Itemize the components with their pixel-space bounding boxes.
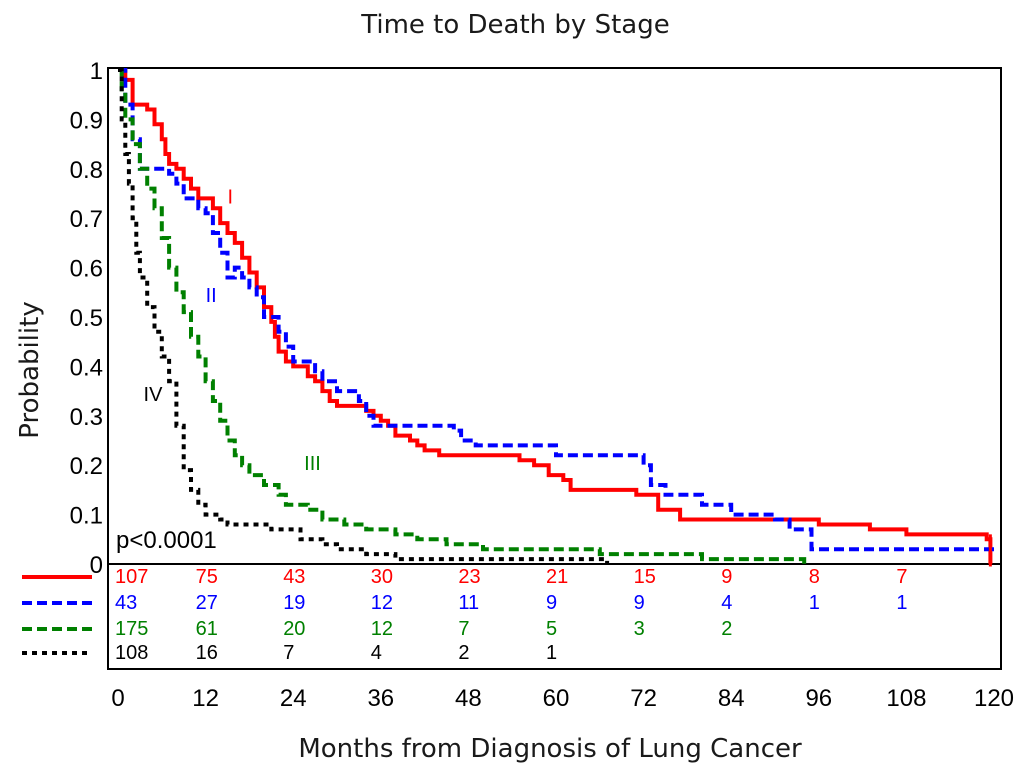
risk-count: 9 bbox=[721, 566, 732, 588]
y-tick-label: 0.3 bbox=[70, 404, 103, 431]
x-tick-label: 120 bbox=[974, 685, 1014, 712]
risk-count: 4 bbox=[371, 642, 382, 664]
risk-count: 12 bbox=[371, 592, 393, 614]
risk-count: 23 bbox=[458, 566, 480, 588]
risk-count: 5 bbox=[546, 618, 557, 640]
risk-count: 27 bbox=[196, 592, 218, 614]
risk-count: 7 bbox=[458, 618, 469, 640]
curve-label: I bbox=[228, 186, 234, 208]
risk-count: 1 bbox=[896, 592, 907, 614]
x-tick-label: 84 bbox=[718, 685, 745, 712]
risk-count: 3 bbox=[634, 618, 645, 640]
risk-count: 43 bbox=[115, 592, 137, 614]
risk-count: 61 bbox=[196, 618, 218, 640]
risk-count: 21 bbox=[546, 566, 568, 588]
risk-count: 75 bbox=[196, 566, 218, 588]
x-tick-label: 24 bbox=[280, 685, 307, 712]
risk-count: 12 bbox=[371, 618, 393, 640]
risk-count: 7 bbox=[283, 642, 294, 664]
series-line-stage-II bbox=[118, 68, 994, 552]
x-tick-label: 60 bbox=[543, 685, 570, 712]
series-line-stage-IV bbox=[118, 68, 610, 564]
risk-count: 9 bbox=[634, 592, 645, 614]
risk-count: 2 bbox=[458, 642, 469, 664]
risk-count: 8 bbox=[809, 566, 820, 588]
risk-count: 19 bbox=[283, 592, 305, 614]
risk-count: 2 bbox=[721, 618, 732, 640]
x-tick-label: 0 bbox=[111, 685, 124, 712]
risk-count: 11 bbox=[458, 592, 479, 614]
risk-count: 20 bbox=[283, 618, 305, 640]
risk-count: 15 bbox=[634, 566, 656, 588]
series-line-stage-III bbox=[118, 68, 807, 564]
plot-frame bbox=[107, 67, 1002, 670]
chart-title: Time to Death by Stage bbox=[361, 10, 670, 40]
y-tick-label: 0.8 bbox=[70, 157, 103, 184]
x-tick-label: 96 bbox=[805, 685, 832, 712]
risk-count: 1 bbox=[809, 592, 820, 614]
y-tick-label: 0 bbox=[90, 552, 103, 579]
curve-label: II bbox=[206, 285, 217, 307]
y-tick-label: 0.2 bbox=[70, 453, 103, 480]
x-ticks: 0 12 24 36 48 60 72 84 96 108 120 bbox=[111, 685, 1014, 712]
y-tick-label: 0.1 bbox=[70, 503, 103, 530]
risk-count: 107 bbox=[115, 566, 148, 588]
x-axis-label: Months from Diagnosis of Lung Cancer bbox=[298, 734, 802, 764]
curve-label: IV bbox=[144, 384, 164, 406]
p-value-label: p<0.0001 bbox=[116, 527, 217, 554]
x-tick-label: 108 bbox=[886, 685, 926, 712]
series-line-stage-I bbox=[118, 68, 993, 564]
risk-count: 175 bbox=[115, 618, 148, 640]
risk-count: 108 bbox=[115, 642, 148, 664]
y-tick-label: 1 bbox=[90, 58, 103, 85]
risk-count: 7 bbox=[896, 566, 907, 588]
y-tick-label: 0.5 bbox=[70, 305, 103, 332]
risk-count: 9 bbox=[546, 592, 557, 614]
x-tick-label: 48 bbox=[455, 685, 482, 712]
y-ticks: 0 0.1 0.2 0.3 0.4 0.5 0.6 0.7 0.8 0.9 1 bbox=[70, 58, 103, 579]
x-tick-label: 36 bbox=[367, 685, 394, 712]
curve-label: III bbox=[304, 453, 321, 475]
y-tick-label: 0.6 bbox=[70, 256, 103, 283]
risk-count: 1 bbox=[546, 642, 557, 664]
y-tick-label: 0.4 bbox=[70, 354, 103, 381]
risk-count: 4 bbox=[721, 592, 732, 614]
series-layer bbox=[118, 68, 994, 567]
y-tick-label: 0.9 bbox=[70, 107, 103, 134]
risk-count: 43 bbox=[283, 566, 305, 588]
x-tick-label: 72 bbox=[630, 685, 657, 712]
y-tick-label: 0.7 bbox=[70, 206, 103, 233]
risk-count: 16 bbox=[196, 642, 218, 664]
risk-count: 30 bbox=[371, 566, 393, 588]
x-tick-label: 12 bbox=[192, 685, 219, 712]
